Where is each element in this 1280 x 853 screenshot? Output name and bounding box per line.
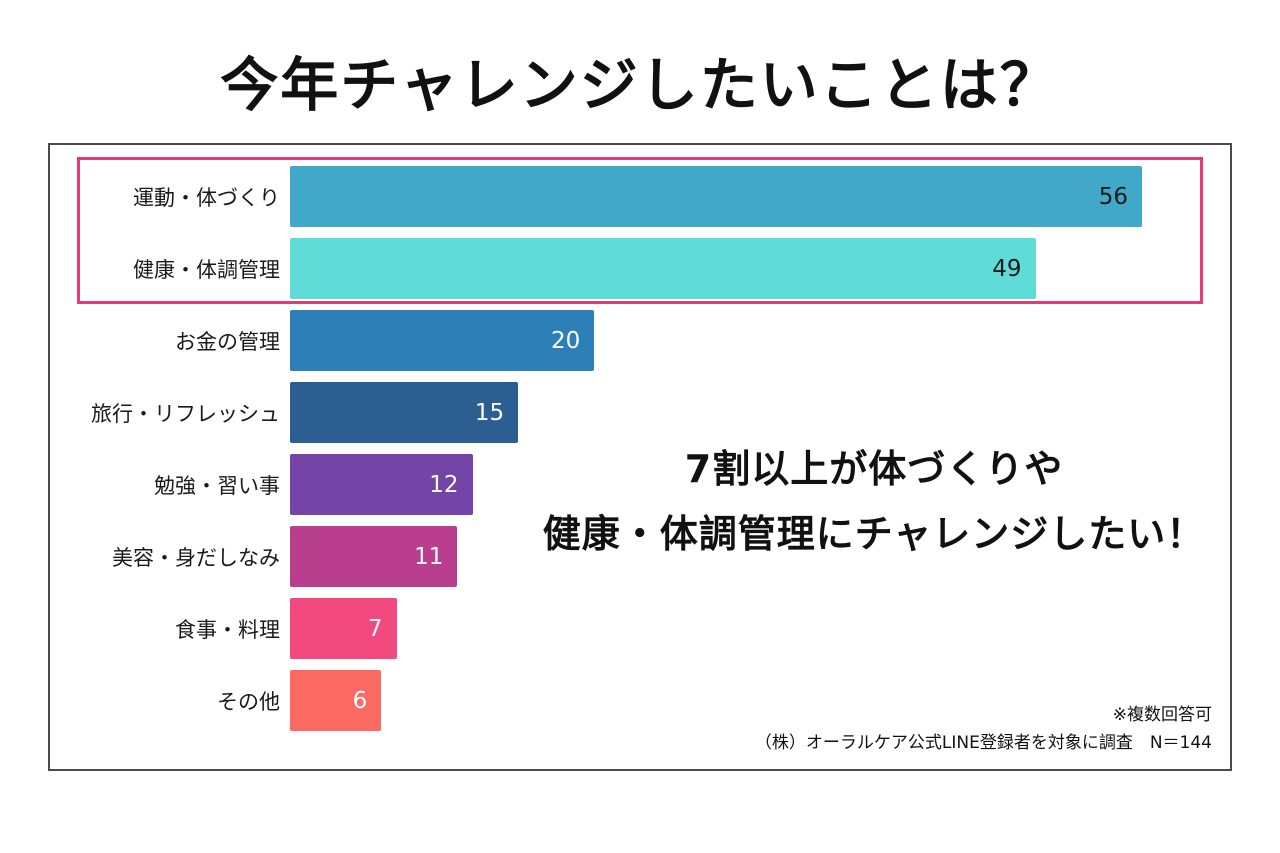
bar-value-label: 6: [352, 687, 368, 714]
bar-track: 11: [290, 526, 1142, 587]
chart-row: その他 6: [50, 670, 1230, 731]
bar: 49: [290, 238, 1036, 299]
bar: 7: [290, 598, 397, 659]
chart-row: 美容・身だしなみ 11: [50, 526, 1230, 587]
chart-area: 運動・体づくり 56 健康・体調管理 49 お金の管理 20 旅行・リフレッシュ 15 勉強・習…: [48, 143, 1232, 771]
chart-row: 勉強・習い事 12: [50, 454, 1230, 515]
bar: 11: [290, 526, 458, 587]
category-label: 美容・身だしなみ: [112, 545, 280, 570]
bar-track: 20: [290, 310, 1142, 371]
bar-track: 12: [290, 454, 1142, 515]
bar: 20: [290, 310, 595, 371]
page-title: 今年チャレンジしたいことは？: [220, 51, 1060, 119]
category-label: お金の管理: [175, 329, 280, 354]
bar: 15: [290, 382, 519, 443]
footnote-survey-source: （株）オーラルケア公式LINE登録者を対象に調査 N＝144: [754, 732, 1212, 753]
bar-value-label: 15: [474, 399, 505, 426]
bar-value-label: 12: [429, 471, 459, 498]
bar-value-label: 56: [1098, 183, 1128, 210]
annotation-line1: 7割以上が体づくりや: [684, 447, 1064, 491]
chart-row: 健康・体調管理 49: [50, 238, 1230, 299]
bar-track: 56: [290, 166, 1142, 227]
category-label: 食事・料理: [175, 617, 280, 642]
bar-track: 6: [290, 670, 1142, 731]
footnote-multi-answer: ※複数回答可: [1112, 704, 1212, 725]
category-label: 運動・体づくり: [133, 185, 280, 210]
category-label: 勉強・習い事: [154, 473, 280, 498]
category-label: その他: [217, 689, 280, 714]
bar: 6: [290, 670, 382, 731]
bar-rows: 運動・体づくり 56 健康・体調管理 49 お金の管理 20 旅行・リフレッシュ 15 勉強・習…: [50, 166, 1230, 742]
chart-row: お金の管理 20: [50, 310, 1230, 371]
chart-row: 食事・料理 7: [50, 598, 1230, 659]
bar-value-label: 7: [367, 615, 383, 642]
category-label: 健康・体調管理: [133, 257, 280, 282]
chart-row: 旅行・リフレッシュ 15: [50, 382, 1230, 443]
chart-annotation: 7割以上が体づくりや 健康・体調管理にチャレンジしたい！: [522, 437, 1226, 568]
footnotes: ※複数回答可 （株）オーラルケア公式LINE登録者を対象に調査 N＝144: [755, 701, 1212, 757]
chart-row: 運動・体づくり 56: [50, 166, 1230, 227]
bar-value-label: 20: [551, 327, 581, 354]
bar: 56: [290, 166, 1142, 227]
bar-value-label: 49: [992, 255, 1022, 282]
bar-track: 7: [290, 598, 1142, 659]
bar-track: 49: [290, 238, 1142, 299]
bar-track: 15: [290, 382, 1142, 443]
category-label: 旅行・リフレッシュ: [91, 401, 280, 426]
bar-value-label: 11: [414, 543, 444, 570]
bar: 12: [290, 454, 473, 515]
annotation-line2: 健康・体調管理にチャレンジしたい！: [542, 512, 1206, 557]
